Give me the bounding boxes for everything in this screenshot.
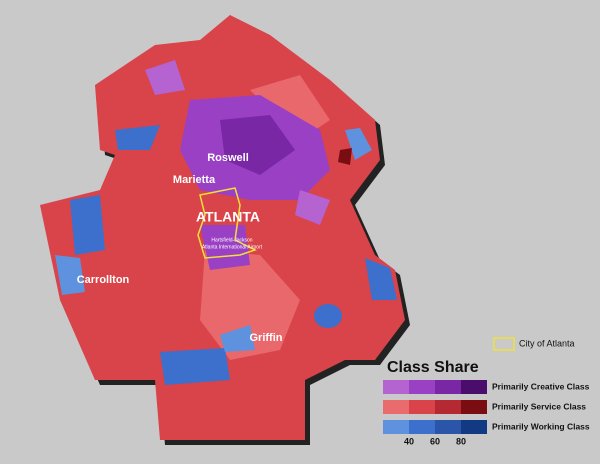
city-label: Griffin [250, 332, 283, 344]
airport-label: Hartsfield-Jackson [211, 237, 252, 243]
legend-label: Primarily Creative Class [492, 381, 590, 391]
city-label: Marietta [173, 174, 216, 186]
legend-swatch [461, 380, 487, 394]
legend-tick-label: 40 [404, 436, 414, 446]
legend-swatch [435, 400, 461, 414]
legend: City of Atlanta Class Share Primarily Cr… [383, 337, 590, 446]
legend-tick-label: 60 [430, 436, 440, 446]
legend-swatch [383, 420, 409, 434]
legend-outline-label: City of Atlanta [519, 338, 575, 348]
legend-label: Primarily Service Class [492, 401, 586, 411]
legend-label: Primarily Working Class [492, 421, 590, 431]
legend-swatch [435, 420, 461, 434]
legend-swatch [435, 380, 461, 394]
city-label: Carrollton [77, 274, 130, 286]
legend-swatch [461, 400, 487, 414]
city-label: ATLANTA [196, 209, 260, 225]
legend-swatch [409, 420, 435, 434]
legend-swatch [409, 400, 435, 414]
legend-swatch [383, 380, 409, 394]
airport-label: Atlanta International Airport [202, 244, 263, 250]
legend-tick-label: 80 [456, 436, 466, 446]
city-of-atlanta-outline [197, 187, 257, 259]
legend-title: Class Share [387, 359, 479, 376]
legend-swatch [383, 400, 409, 414]
region-patches [55, 60, 397, 385]
legend-swatch [409, 380, 435, 394]
legend-swatch [461, 420, 487, 434]
legend-outline-swatch [493, 337, 515, 351]
city-label: Roswell [207, 152, 249, 164]
